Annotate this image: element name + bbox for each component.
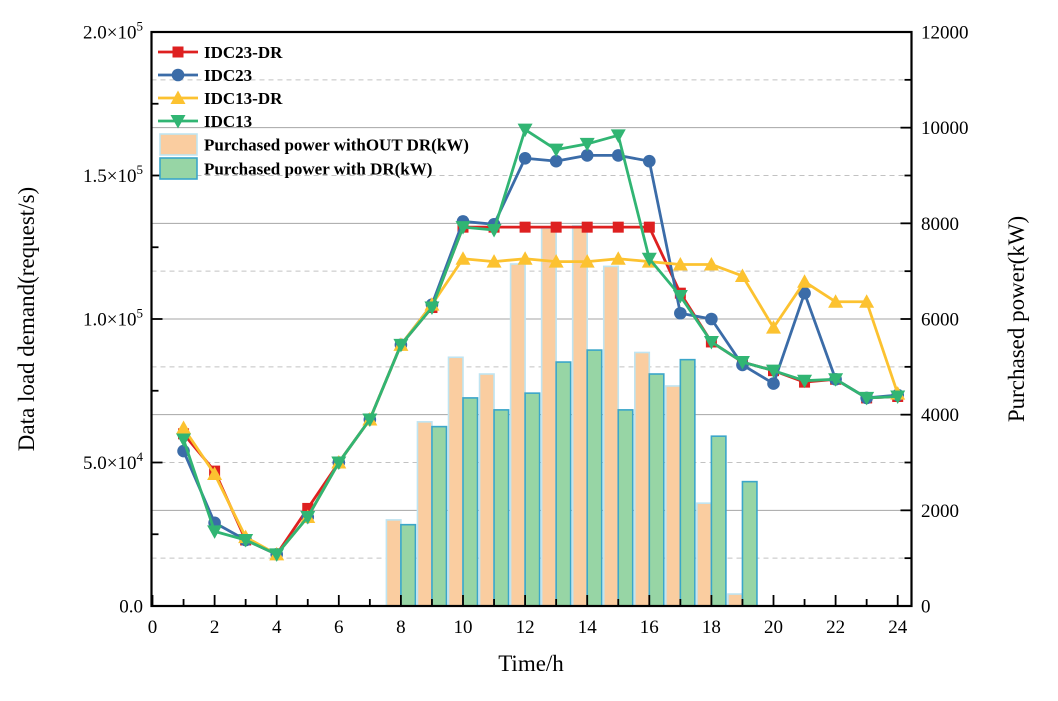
y-right-tick-label: 4000 (921, 405, 959, 426)
y-axis-title-left: Data load demand(request/s) (14, 186, 39, 452)
tick-labels: 0 2 4 6 8 10 12 14 16 18 20 22 240.05.0×1041.0×1051.… (83, 19, 968, 639)
bar (586, 349, 603, 607)
bar (679, 358, 696, 607)
bar (524, 392, 541, 607)
bar (431, 425, 448, 607)
bar (727, 593, 744, 607)
bar (385, 519, 402, 607)
y-right-tick-label: 8000 (921, 214, 959, 235)
bar (555, 361, 572, 607)
legend-item: Purchased power with DR(kW) (159, 157, 432, 180)
line-series-idc23 (177, 149, 904, 561)
bar (462, 397, 479, 607)
bar (571, 224, 589, 607)
x-tick-label: 6 (334, 617, 344, 638)
legend-item: IDC13-DR (158, 89, 283, 108)
legend-label: IDC13-DR (204, 89, 283, 108)
bar (493, 409, 510, 607)
line-series-idc23-dr (178, 221, 904, 560)
x-tick-label: 24 (888, 617, 908, 638)
y-right-tick-label: 10000 (921, 118, 969, 139)
bar (665, 385, 682, 607)
y-left-tick-label: 5.0×104 (83, 449, 143, 474)
line-series-idc13-dr (176, 251, 906, 561)
bar (447, 356, 464, 607)
line-series-idc13 (176, 123, 906, 562)
legend-item: IDC13 (158, 112, 252, 131)
legend-label: IDC23 (204, 66, 252, 85)
bar (478, 373, 495, 607)
legend: IDC23-DR IDC23 IDC13-DR IDC13 Purchased powe… (158, 43, 469, 180)
y-right-tick-label: 6000 (921, 310, 959, 331)
axis-ticks (151, 31, 912, 607)
y-left-tick-label: 1.5×105 (83, 162, 143, 187)
y-right-tick-label: 0 (921, 597, 931, 618)
x-tick-label: 10 (454, 617, 473, 638)
gridlines (151, 79, 912, 559)
bar (540, 227, 557, 607)
bar (741, 480, 758, 607)
legend-item: IDC23-DR (158, 43, 283, 62)
y-right-tick-label: 2000 (921, 501, 959, 522)
bar (617, 409, 634, 607)
bar (509, 263, 526, 607)
bar (416, 421, 433, 607)
x-tick-label: 8 (396, 617, 406, 638)
legend-item: Purchased power withOUT DR(kW) (159, 133, 469, 156)
bar (696, 502, 713, 607)
x-tick-label: 20 (764, 617, 783, 638)
x-tick-label: 16 (640, 617, 659, 638)
bar (710, 435, 727, 607)
y-axis-title-right: Purchased power(kW) (1004, 215, 1029, 423)
legend-label: IDC13 (204, 112, 252, 131)
bar (602, 265, 620, 607)
legend-label: Purchased power withOUT DR(kW) (204, 136, 469, 155)
x-tick-label: 14 (578, 617, 598, 638)
x-tick-label: 18 (702, 617, 721, 638)
bars-purchased-with-dr (400, 349, 758, 607)
x-tick-label: 12 (516, 617, 535, 638)
bar (648, 373, 665, 607)
y-right-tick-label: 12000 (921, 23, 969, 44)
legend-label: Purchased power with DR(kW) (204, 160, 432, 179)
x-axis-title: Time/h (498, 651, 564, 676)
x-tick-label: 22 (826, 617, 845, 638)
legend-label: IDC23-DR (204, 43, 283, 62)
bar (400, 523, 417, 607)
y-left-tick-label: 0.0 (119, 597, 143, 618)
x-tick-label: 4 (272, 617, 282, 638)
bar (633, 351, 651, 607)
x-tick-label: 0 (148, 617, 158, 638)
x-tick-label: 2 (210, 617, 220, 638)
y-left-tick-label: 2.0×105 (83, 19, 143, 44)
legend-item: IDC23 (158, 66, 252, 85)
y-left-tick-label: 1.0×105 (83, 306, 143, 331)
